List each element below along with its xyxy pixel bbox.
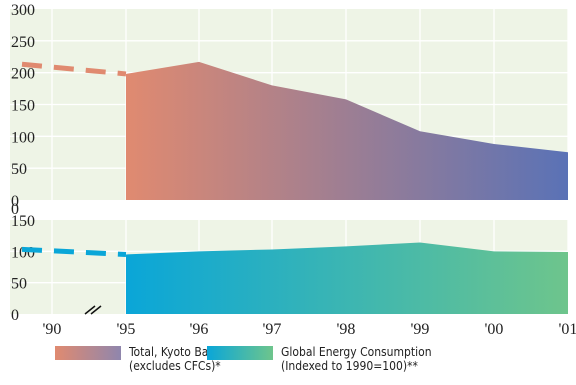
dashed-connector-top — [21, 61, 127, 77]
legend-label-energy-line2: (Indexed to 1990=100)** — [281, 359, 418, 373]
y-tick-top: 0 — [11, 193, 19, 210]
y-tick-bottom: 150 — [11, 213, 35, 230]
y-tick-top: 300 — [11, 2, 35, 19]
legend-label-total-line1: Total, Kyoto Basis — [129, 345, 223, 359]
axis-break-mark — [90, 305, 102, 315]
axis-break-mark — [84, 305, 96, 315]
legend-item-total: Total, Kyoto Basis (excludes CFCs)* — [55, 345, 223, 373]
x-tick-label: '99 — [411, 321, 430, 338]
area-series-top — [126, 61, 568, 200]
y-tick-bottom: 0 — [11, 307, 19, 324]
x-tick-label: '98 — [337, 321, 356, 338]
x-tick-label: '96 — [190, 321, 209, 338]
y-tick-zero-top: 0 — [11, 201, 19, 218]
legend-swatch-energy — [207, 346, 273, 360]
y-tick-top: 200 — [11, 66, 35, 83]
dashed-connector-bottom — [21, 246, 127, 257]
y-tick-top: 150 — [11, 98, 35, 115]
y-tick-bottom: 50 — [11, 276, 27, 293]
x-tick-label: '01 — [559, 321, 576, 338]
y-tick-top: 50 — [11, 161, 27, 178]
x-tick-label: '95 — [117, 321, 136, 338]
x-tick-label: '90 — [43, 321, 62, 338]
legend-item-energy: Global Energy Consumption (Indexed to 19… — [207, 345, 432, 373]
legend-label-energy-line1: Global Energy Consumption — [281, 345, 432, 359]
legend-swatch-total — [55, 346, 121, 360]
y-tick-top: 250 — [11, 34, 35, 51]
legend-label-total-line2: (excludes CFCs)* — [129, 359, 221, 373]
y-tick-top: 100 — [11, 129, 35, 146]
x-tick-label: '00 — [485, 321, 504, 338]
area-series-bottom — [126, 242, 568, 314]
x-tick-label: '97 — [263, 321, 282, 338]
